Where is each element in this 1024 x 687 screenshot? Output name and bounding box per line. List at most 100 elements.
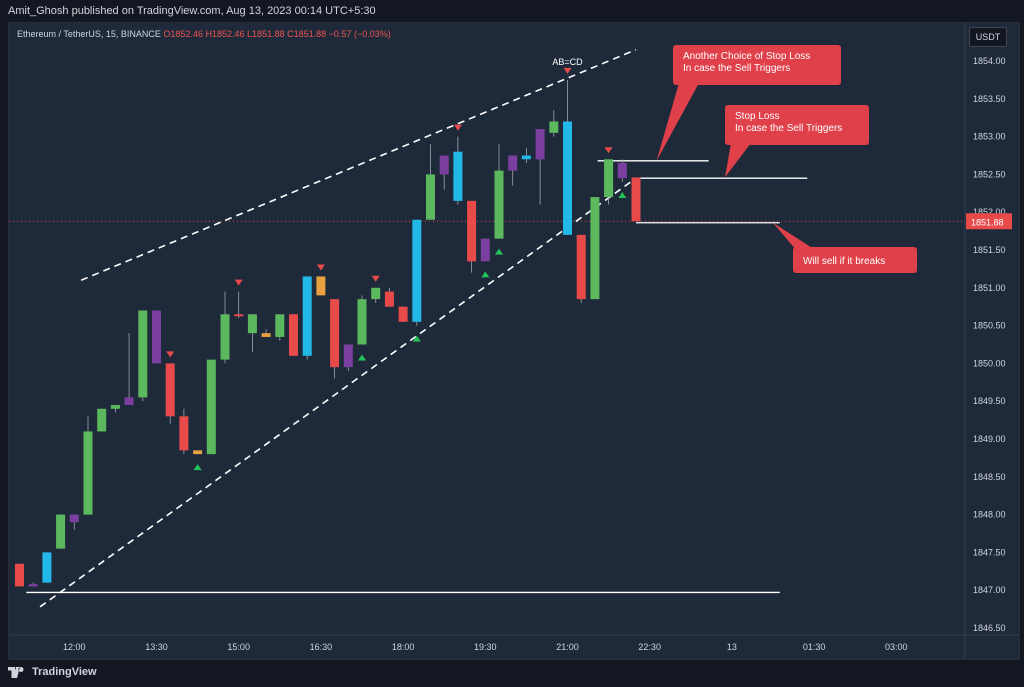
candle — [152, 310, 161, 364]
candle-body — [138, 310, 148, 398]
candle — [508, 155, 518, 186]
candle-body — [28, 584, 38, 587]
candle-body — [617, 163, 627, 179]
callout-text: Stop Loss — [735, 111, 779, 122]
channel-upper-line — [80, 48, 637, 281]
candle — [357, 295, 367, 345]
x-tick-label: 19:30 — [474, 642, 497, 652]
candle-body — [83, 431, 93, 515]
candle-body — [302, 276, 312, 356]
candle — [97, 408, 107, 432]
x-tick-label: 15:00 — [227, 642, 250, 652]
candle-body — [480, 238, 490, 262]
candle — [590, 197, 600, 300]
ohlc-open: O1852.46 — [163, 29, 203, 39]
candle-body — [604, 159, 614, 198]
candle-body — [316, 276, 326, 296]
candle — [42, 552, 52, 583]
candle-body — [521, 155, 531, 160]
bear-marker — [371, 275, 380, 282]
x-tick-label: 22:30 — [638, 642, 661, 652]
candle-body — [69, 514, 79, 523]
candle — [467, 200, 477, 273]
y-tick-label: 1851.00 — [973, 283, 1006, 293]
candle-body — [42, 552, 52, 583]
candle — [56, 514, 66, 549]
candle-body — [384, 291, 394, 307]
candle-body — [535, 129, 545, 160]
candle-body — [110, 404, 120, 409]
x-tick-label: 21:00 — [556, 642, 579, 652]
y-tick-label: 1853.00 — [973, 132, 1006, 142]
candle — [289, 314, 298, 356]
y-tick-label: 1848.50 — [973, 472, 1006, 482]
candle — [124, 333, 134, 405]
candle — [83, 416, 93, 515]
last-price-badge: 1851.88 — [966, 213, 1012, 230]
candle-body — [234, 314, 244, 317]
bull-marker — [481, 271, 490, 278]
candle — [330, 299, 340, 379]
currency-button[interactable]: USDT — [969, 27, 1007, 47]
callout-sell-trigger: Will sell if it breaks — [773, 222, 917, 273]
callout-text: In case the Sell Triggers — [683, 63, 790, 74]
candle-body — [439, 155, 449, 175]
candle-body — [412, 219, 422, 322]
bear-marker — [604, 147, 613, 154]
footer-brand[interactable]: TradingView — [8, 662, 97, 682]
candle — [220, 291, 230, 364]
price-chart[interactable]: 1854.001853.501853.001852.501852.001851.… — [9, 23, 1019, 659]
ohlc-high: H1852.46 — [205, 29, 245, 39]
candle — [302, 276, 312, 360]
candle-body — [206, 359, 216, 455]
ohlc-low: L1851.88 — [247, 29, 285, 39]
bull-marker — [412, 335, 421, 342]
candle — [480, 238, 490, 262]
candle — [110, 404, 120, 413]
y-tick-label: 1852.50 — [973, 169, 1006, 179]
candle-body — [152, 310, 161, 364]
candle-body — [275, 314, 285, 337]
candle-body — [97, 408, 107, 432]
candle — [316, 276, 326, 296]
candle — [371, 287, 381, 303]
candle — [247, 314, 257, 353]
candle — [206, 359, 216, 455]
candle-body — [56, 514, 66, 549]
candle-body — [426, 174, 435, 220]
x-tick-label: 01:30 — [803, 642, 826, 652]
bear-marker — [453, 124, 462, 131]
last-price-badge-bg — [966, 213, 1012, 230]
x-tick-label: 13:30 — [145, 642, 168, 652]
bear-marker — [234, 279, 243, 286]
callout-pointer — [773, 222, 817, 251]
bull-marker — [193, 464, 202, 471]
candle — [179, 408, 189, 455]
candle — [384, 287, 394, 307]
y-tick-label: 1852.00 — [973, 207, 1006, 217]
chart-area[interactable]: 1854.00 1853.50 1853.00 1852.50 1852.00 1851.… — [8, 22, 1020, 660]
candle — [426, 144, 435, 220]
y-tick-label: 1850.00 — [973, 358, 1006, 368]
callout-text: In case the Sell Triggers — [735, 123, 842, 134]
bear-marker — [166, 351, 175, 358]
candle — [453, 136, 463, 205]
tradingview-logo-icon — [8, 666, 24, 678]
candle-body — [590, 197, 600, 300]
candle — [275, 314, 285, 341]
callout-pointer — [656, 83, 699, 161]
candle — [604, 159, 614, 205]
symbol-name[interactable]: Ethereum / TetherUS, 15, BINANCE — [17, 29, 161, 39]
x-tick-label: 12:00 — [63, 642, 86, 652]
bull-marker — [495, 248, 503, 255]
candle-body — [467, 200, 477, 262]
candle-body — [508, 155, 518, 171]
candle — [439, 155, 449, 190]
y-tick-label: 1847.00 — [973, 585, 1006, 595]
x-tick-label: 03:00 — [885, 642, 908, 652]
y-tick-label: 1847.50 — [973, 547, 1006, 557]
candle-body — [165, 363, 175, 417]
publish-info: Amit_Ghosh published on TradingView.com,… — [8, 5, 376, 17]
